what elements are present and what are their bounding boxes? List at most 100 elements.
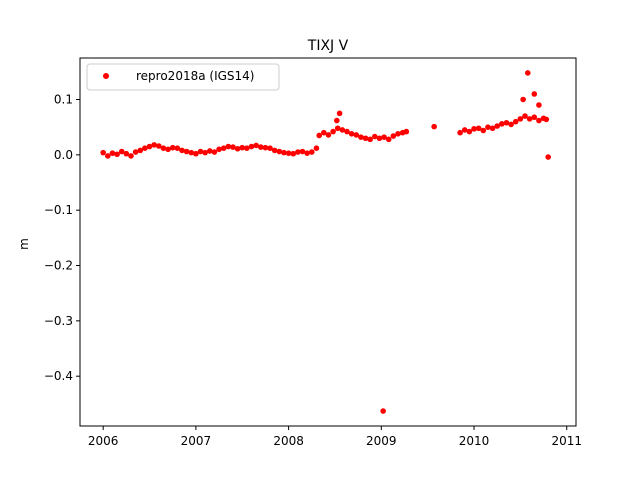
data-point (358, 134, 364, 140)
data-point (376, 135, 383, 142)
data-point (281, 149, 287, 156)
data-point (494, 123, 500, 129)
y-tick-label: −0.3 (44, 314, 73, 328)
x-tick-label: 2007 (181, 434, 212, 448)
data-point (114, 151, 120, 158)
data-point (512, 118, 519, 125)
data-point (466, 128, 473, 135)
data-point (313, 145, 320, 152)
data-point (380, 408, 386, 414)
y-tick-label: 0.1 (54, 93, 73, 107)
y-axis: 0.1 0.0 −0.1 −0.2 −0.3 −0.4 (44, 93, 80, 383)
data-point (109, 150, 116, 156)
data-point (520, 96, 526, 103)
data-point (225, 143, 232, 150)
data-point (457, 129, 463, 136)
data-point (308, 149, 315, 155)
data-point (202, 149, 208, 156)
y-tick-label: −0.2 (44, 259, 73, 273)
data-point (290, 150, 297, 157)
data-point (367, 136, 373, 143)
data-point (385, 136, 392, 143)
x-tick-label: 2009 (366, 434, 397, 448)
data-point (489, 125, 496, 132)
data-point (123, 150, 130, 157)
x-tick-label: 2008 (273, 434, 304, 448)
data-point (461, 127, 468, 133)
y-tick-label: −0.1 (44, 203, 73, 217)
legend-box (86, 63, 280, 91)
data-point (100, 149, 106, 156)
data-point (517, 116, 524, 122)
data-point (285, 150, 292, 156)
data-point (267, 145, 273, 152)
data-point (230, 144, 236, 150)
data-point (336, 110, 343, 117)
data-point (244, 145, 250, 152)
y-axis-label: m (17, 238, 31, 250)
data-point (321, 129, 327, 136)
data-point (304, 150, 310, 156)
data-point (234, 145, 241, 152)
data-point (132, 149, 139, 155)
data-point (526, 116, 533, 122)
data-point (372, 133, 378, 140)
data-point (348, 131, 355, 137)
data-point (536, 102, 542, 108)
data-point (395, 131, 401, 137)
data-point (174, 145, 181, 152)
y-tick-label: 0.0 (54, 148, 73, 162)
data-point (151, 142, 157, 148)
data-point (188, 149, 195, 156)
data-point (206, 148, 213, 154)
data-point (531, 91, 538, 97)
data-point (362, 135, 369, 142)
data-point (248, 143, 255, 150)
data-point (480, 127, 487, 134)
data-point (257, 144, 264, 150)
data-point (220, 145, 227, 152)
scatter-points (100, 70, 551, 414)
data-point (334, 125, 341, 132)
data-point (299, 148, 306, 155)
data-point (334, 117, 340, 124)
data-point (295, 149, 301, 155)
data-point (403, 128, 410, 135)
y-tick-label: −0.4 (44, 369, 73, 383)
data-point (543, 116, 550, 123)
data-point (105, 153, 111, 159)
data-point (262, 144, 269, 151)
data-point (165, 146, 171, 153)
data-point (146, 143, 153, 150)
data-point (536, 117, 542, 124)
data-point (381, 134, 387, 140)
legend-label: repro2018a (IGS14) (136, 69, 254, 83)
data-point (325, 132, 332, 138)
data-point (485, 124, 491, 130)
legend: repro2018a (IGS14) (86, 63, 280, 91)
data-point (276, 148, 283, 155)
data-point (503, 119, 510, 126)
data-point (216, 146, 222, 153)
data-point (508, 121, 514, 128)
x-tick-label: 2010 (459, 434, 490, 448)
data-point (156, 143, 162, 149)
data-point (390, 133, 397, 139)
data-point (271, 147, 278, 154)
data-point (524, 70, 531, 76)
data-point (253, 142, 259, 149)
data-point (316, 132, 322, 139)
x-tick-label: 2006 (88, 434, 119, 448)
x-tick-label: 2011 (551, 434, 582, 448)
data-point (160, 145, 167, 152)
data-point (193, 150, 199, 157)
plot-frame (79, 57, 577, 427)
data-point (330, 128, 336, 135)
data-point (179, 147, 185, 154)
data-point (471, 126, 477, 132)
data-point (183, 148, 190, 155)
data-point (475, 125, 482, 132)
legend-marker (103, 73, 109, 79)
data-point (239, 144, 246, 151)
